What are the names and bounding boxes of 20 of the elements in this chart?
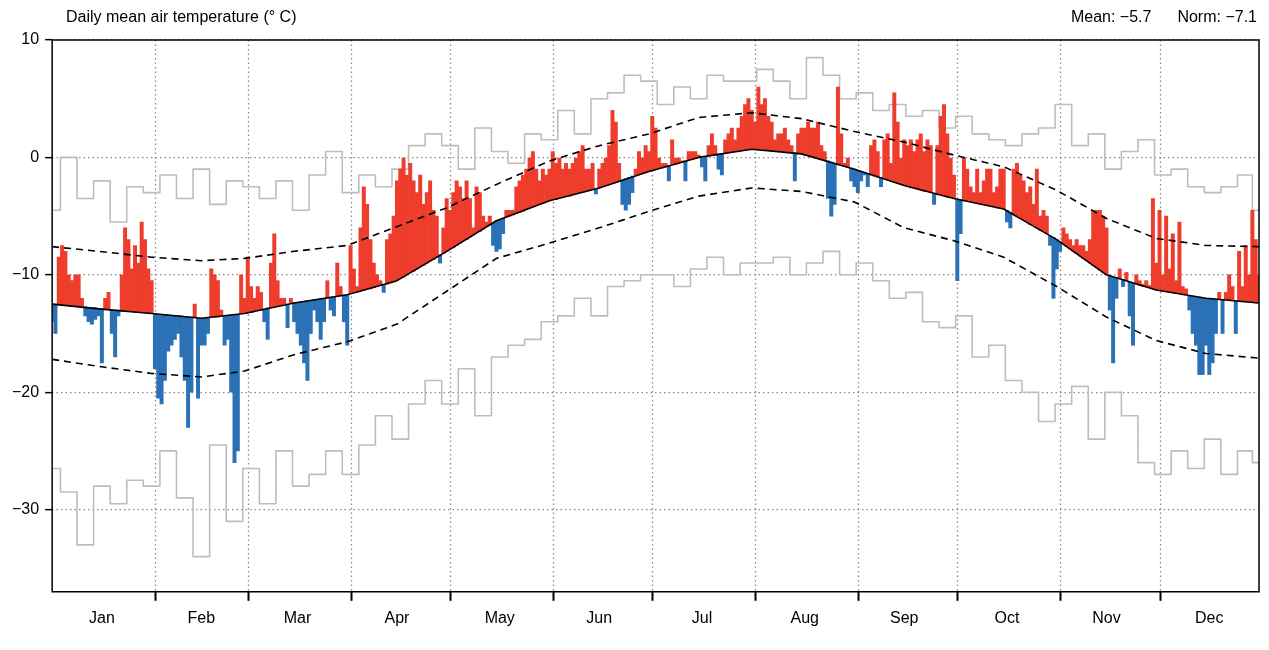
text: Norm: −7.1 bbox=[1177, 8, 1257, 26]
y-tick-label: −30 bbox=[12, 500, 40, 518]
y-tick-label: 0 bbox=[30, 147, 40, 165]
x-tick-label: Jan bbox=[88, 608, 115, 626]
x-tick-label: Aug bbox=[790, 608, 819, 626]
y-tick-label: 10 bbox=[21, 30, 40, 48]
x-tick-label: Apr bbox=[384, 608, 411, 626]
x-tick-label: Oct bbox=[994, 608, 1021, 626]
text: Mean: −5.7 bbox=[1070, 8, 1152, 26]
chart-title: Daily mean air temperature (° C) bbox=[66, 8, 297, 26]
x-tick-label: Mar bbox=[283, 608, 312, 626]
x-tick-label: Jun bbox=[586, 608, 613, 626]
x-tick-label: Sep bbox=[890, 608, 919, 626]
x-tick-label: Feb bbox=[187, 608, 216, 626]
x-tick-label: May bbox=[484, 608, 515, 626]
x-tick-label: Nov bbox=[1092, 608, 1121, 626]
x-tick-label: Jul bbox=[691, 608, 713, 626]
x-tick-label: Dec bbox=[1195, 608, 1224, 626]
y-tick-label: −20 bbox=[12, 382, 40, 400]
y-tick-label: −10 bbox=[12, 265, 40, 283]
